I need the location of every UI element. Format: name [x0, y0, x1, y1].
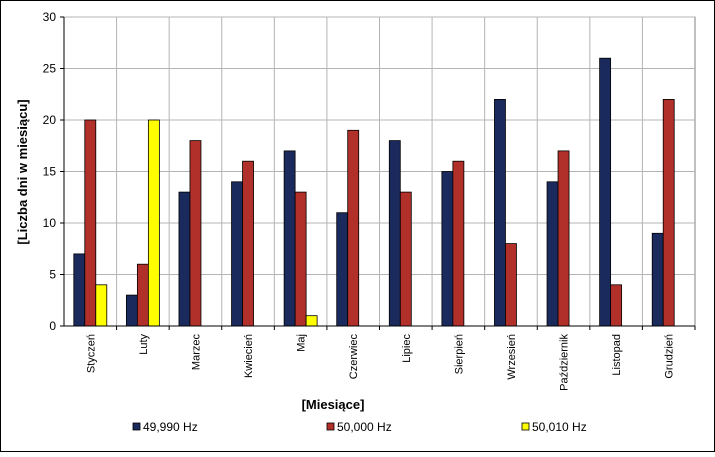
bar-1-11: [599, 57, 612, 327]
bar-2-2: [136, 263, 149, 327]
legend-swatch-3: [521, 422, 530, 431]
bar-1-7: [388, 140, 401, 327]
bar-1-12: [651, 232, 664, 327]
bar-2-10: [557, 150, 570, 327]
bar-1-3: [178, 191, 191, 327]
x-tick-label: Sierpień: [453, 334, 465, 374]
bar-1-8: [441, 171, 454, 327]
y-tick-label: 5: [49, 268, 56, 282]
bar-2-11: [610, 284, 623, 327]
legend-item-3: 50,010 Hz: [521, 420, 587, 434]
bar-2-7: [399, 191, 412, 327]
x-tick-label: Styczeń: [85, 334, 97, 373]
x-tick-label: Grudzień: [664, 334, 676, 379]
x-tick-label: Lipiec: [401, 334, 413, 363]
bar-2-8: [452, 160, 465, 327]
x-tick-label: Październik: [559, 334, 571, 391]
labels-layer: 0 5 10 15 20 25 30 Styczeń Luty Marzec Kwiecień Maj…: [43, 10, 676, 391]
y-tick-label: 10: [43, 216, 57, 230]
x-tick-label: Luty: [138, 334, 150, 355]
x-tick-label: Maj: [296, 334, 308, 352]
bars-layer: [73, 57, 675, 327]
axes-layer: [60, 16, 696, 330]
bar-1-6: [336, 212, 349, 327]
y-tick-label: 15: [43, 165, 57, 179]
bar-2-4: [242, 160, 254, 327]
legend-swatch-1: [132, 422, 141, 431]
bar-2-9: [505, 243, 517, 327]
x-tick-label: Czerwiec: [348, 334, 360, 380]
legend-item-1: 49,990 Hz: [132, 420, 198, 434]
bar-2-5: [294, 191, 307, 327]
bar-3-5: [305, 315, 318, 327]
legend-swatch-2: [326, 422, 335, 431]
grid-layer: [63, 16, 696, 327]
x-axis-title: [Miesiące]: [302, 397, 365, 412]
x-tick-label: Marzec: [190, 334, 202, 371]
bar-3-2: [147, 119, 160, 327]
bar-1-2: [125, 294, 138, 327]
bar-1-9: [494, 99, 506, 327]
x-tick-label: Wrzesień: [506, 334, 518, 380]
x-tick-label: Kwiecień: [243, 334, 255, 378]
bar-2-6: [347, 129, 360, 327]
y-tick-label: 25: [43, 62, 57, 76]
bar-2-3: [189, 140, 202, 327]
legend: 49,990 Hz 50,000 Hz 50,010 Hz: [132, 420, 587, 434]
bar-2-12: [662, 99, 675, 327]
bar-2-1: [84, 119, 97, 327]
y-tick-label: 0: [49, 319, 56, 333]
bar-3-1: [95, 284, 108, 327]
legend-label-1: 49,990 Hz: [143, 420, 198, 434]
bar-1-1: [73, 253, 86, 327]
bar-1-10: [546, 181, 559, 327]
legend-label-3: 50,010 Hz: [532, 420, 587, 434]
x-tick-label: Listopad: [611, 334, 623, 376]
legend-label-2: 50,000 Hz: [337, 420, 392, 434]
bar-1-4: [231, 181, 243, 327]
legend-item-2: 50,000 Hz: [326, 420, 392, 434]
bar-1-5: [283, 150, 296, 327]
y-tick-label: 20: [43, 113, 57, 127]
y-axis-title: [Liczba dni w miesiącu]: [15, 99, 30, 244]
y-tick-label: 30: [43, 10, 57, 24]
